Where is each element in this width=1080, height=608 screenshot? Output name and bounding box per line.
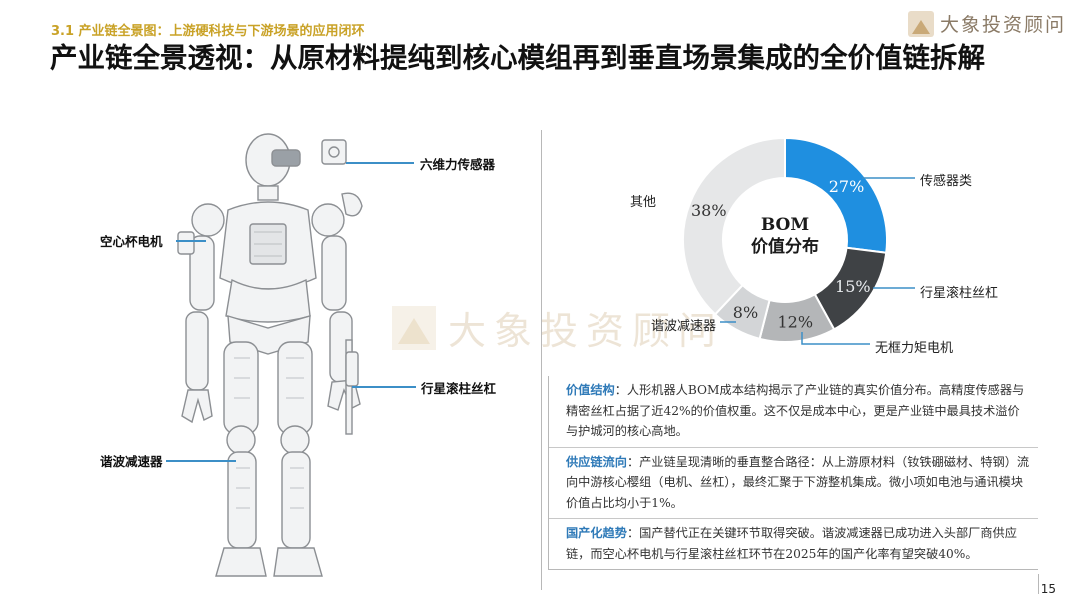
- slice-percent-label-0: 27%: [829, 177, 865, 196]
- brand-logo-block: 大象投资顾问: [907, 10, 1066, 37]
- callout-line-hollow-cup: [176, 240, 206, 242]
- page-title: 产业链全景透视：从原材料提纯到核心模组再到垂直场景集成的全价值链拆解: [50, 42, 985, 74]
- vertical-divider: [541, 130, 542, 590]
- slice-name-label-1: 行星滚柱丝杠: [920, 285, 998, 301]
- donut-svg: 27% 15% 12% 8% 38% BOM 价值分布 传感器类行星滚柱丝杠无框力矩电机…: [630, 136, 998, 356]
- slice-percent-label-4: 38%: [691, 201, 727, 220]
- callout-harmonic-reducer: 谐波减速器: [100, 454, 163, 469]
- section-tag: 3.1 产业链全景图：上游硬科技与下游场景的应用闭环: [51, 24, 365, 39]
- robot-illustration: [150, 128, 410, 596]
- callout-line-six-axis: [346, 162, 414, 164]
- elephant-logo-icon: [907, 10, 934, 37]
- paragraph-value-structure: 价值结构：人形机器人BOM成本结构揭示了产业链的真实价值分布。高精度传感器与精密…: [549, 376, 1038, 447]
- paragraph-label: 供应链流向: [566, 454, 627, 469]
- slice-percent-label-2: 12%: [777, 312, 813, 331]
- robot-sketch: [177, 133, 363, 577]
- brand-name: 大象投资顾问: [939, 14, 1066, 36]
- slice-name-label-2: 无框力矩电机: [875, 341, 953, 356]
- callout-hollow-cup-motor: 空心杯电机: [100, 234, 163, 249]
- watermark-text: 大象投资顾问: [448, 309, 725, 353]
- callout-line-planetary: [352, 386, 416, 388]
- leader-line-2: [801, 332, 870, 345]
- callout-line-harmonic: [166, 460, 236, 462]
- slice-percent-label-1: 15%: [835, 277, 871, 296]
- paragraph-text: ：人形机器人BOM成本结构揭示了产业链的真实价值分布。高精度传感器与精密丝杠占据…: [566, 383, 1025, 438]
- center-label-line-2: 价值分布: [751, 236, 819, 257]
- analysis-text-box: 价值结构：人形机器人BOM成本结构揭示了产业链的真实价值分布。高精度传感器与精密…: [548, 376, 1038, 570]
- page-number: 15: [1040, 582, 1056, 596]
- center-label-line-1: BOM: [761, 215, 809, 235]
- bom-donut-chart: 27% 15% 12% 8% 38% BOM 价值分布 传感器类行星滚柱丝杠无框力矩电机…: [540, 120, 1040, 370]
- callout-planetary-screw: 行星滚柱丝杠: [421, 381, 497, 396]
- slice-name-label-0: 传感器类: [920, 173, 972, 189]
- watermark: 大象投资顾问: [392, 300, 724, 355]
- paragraph-supply-chain: 供应链流向：产业链呈现清晰的垂直整合路径：从上游原材料（钕铁硼磁材、特钢）流向中…: [549, 446, 1038, 519]
- paragraph-localization: 国产化趋势：国产替代正在关键环节取得突破。谐波减速器已成功进入头部厂商供应链，而…: [549, 518, 1038, 569]
- slice-name-label-4: 其他: [630, 195, 656, 210]
- paragraph-text: ：产业链呈现清晰的垂直整合路径：从上游原材料（钕铁硼磁材、特钢）流向中游核心樱组…: [566, 454, 1030, 510]
- watermark-logo-icon: [392, 305, 436, 350]
- paragraph-label: 国产化趋势: [566, 526, 627, 540]
- slice-name-label-3: 谐波减速器: [651, 319, 716, 334]
- paragraph-text: ：国产替代正在关键环节取得突破。谐波减速器已成功进入头部厂商供应链，而空心杯电机…: [566, 526, 1017, 561]
- callout-six-axis-sensor: 六维力传感器: [420, 157, 496, 172]
- divider-tick: [1038, 574, 1039, 594]
- paragraph-label: 价值结构: [566, 383, 615, 397]
- donut-slice-4: [682, 136, 786, 316]
- slice-percent-label-3: 8%: [733, 303, 758, 322]
